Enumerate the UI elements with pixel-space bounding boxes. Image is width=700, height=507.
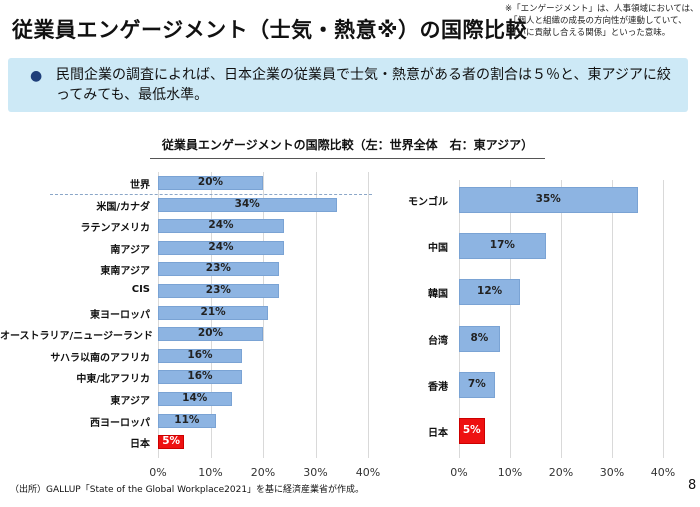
data-label: 17% [489,239,515,252]
x-tick-label: 0% [149,466,167,479]
data-label: 34% [234,197,260,210]
data-label: 11% [174,413,200,426]
data-label: 21% [200,305,226,318]
source-footer: （出所）GALLUP「State of the Global Workplace… [10,485,365,495]
data-label: 23% [205,284,231,296]
summary-box: ● 民間企業の調査によれば、日本企業の従業員で士気・熱意がある者の割合は５％と、… [8,58,688,112]
world-separator [50,194,372,195]
data-label: 16% [187,370,213,383]
bar [158,176,263,190]
bullet-icon: ● [30,68,43,84]
category-label: CIS [131,284,150,295]
gridline [368,172,369,458]
category-label: 韓国 [428,289,448,301]
x-tick-label: 10% [198,466,223,479]
x-tick-label: 30% [303,466,328,479]
page-title: 従業員エンゲージメント（士気・熱意※）の国際比較 [12,18,527,42]
summary-text: 民間企業の調査によれば、日本企業の従業員で士気・熱意がある者の割合は５％と、東ア… [56,67,671,103]
bar [158,413,216,428]
engagement-footnote: ※「エンゲージメント」は、人事領域においては、 「個人と組織の成長の方向性が連動… [505,3,699,39]
category-label: 中東/北アフリカ [76,374,150,386]
data-label: 24% [208,219,234,232]
gridline [510,180,511,458]
category-label: 香港 [428,381,448,393]
bar [459,187,638,213]
bar [459,371,495,398]
category-label: 南アジア [110,244,150,256]
category-label: 中国 [428,243,448,255]
data-label: 5% [162,435,181,448]
gridline [612,180,613,458]
category-label: 東アジア [110,396,150,407]
bar [158,284,279,298]
x-tick-label: 30% [599,466,625,479]
category-label: 日本 [428,428,448,439]
category-label: 西ヨーロッパ [90,417,150,429]
x-tick-label: 40% [355,466,381,479]
note-line: 互いに貢献し合える関係」といった意味。 [509,28,671,38]
gridline [459,180,460,458]
data-label: 14% [182,392,208,404]
data-label: 23% [205,262,231,275]
data-label: 5% [462,424,481,436]
data-label: 24% [208,240,234,253]
bar [459,279,521,306]
bar [158,435,185,450]
bar [158,262,279,277]
bar [158,305,269,320]
data-label: 8% [470,331,489,344]
bar [459,233,546,260]
x-tick-label: 40% [650,466,676,479]
x-tick-label: 20% [250,466,276,479]
category-label: ラテンアメリカ [80,223,151,235]
category-label: モンゴル [408,197,448,208]
category-label: 東ヨーロッパ [90,309,150,321]
category-label: 日本 [130,439,150,451]
page-number: 8 [688,478,697,493]
category-label: サハラ以南のアフリカ [50,352,150,364]
category-label: オーストラリア/ニュージーランド [0,331,153,343]
note-line: 「個人と組織の成長の方向性が連動していて、 [509,16,687,26]
bar [158,197,337,212]
gridline [663,180,664,458]
category-label: 台湾 [428,335,448,347]
data-label: 7% [467,377,486,390]
note-line: ※「エンゲージメント」は、人事領域においては、 [505,4,699,14]
bar [158,327,263,342]
bar [158,392,232,406]
category-label: 世界 [130,180,150,191]
data-label: 16% [187,348,213,361]
category-label: 東南アジア [100,266,150,278]
bar [158,370,242,385]
bar [158,240,284,255]
bar [459,325,500,352]
bar [158,219,284,234]
data-label: 20% [197,176,224,188]
data-label: 20% [197,327,224,340]
gridline [561,180,562,458]
x-tick-label: 20% [548,466,574,479]
data-label: 35% [535,193,561,205]
x-tick-label: 0% [450,466,468,479]
gridline [315,172,317,458]
bar [459,418,485,444]
category-label: 米国/カナダ [96,201,150,213]
data-label: 12% [477,285,503,298]
x-tick-label: 10% [497,466,523,479]
chart-title: 従業員エンゲージメントの国際比較（左：世界全体 右：東アジア） [150,136,545,159]
bar [158,348,242,363]
